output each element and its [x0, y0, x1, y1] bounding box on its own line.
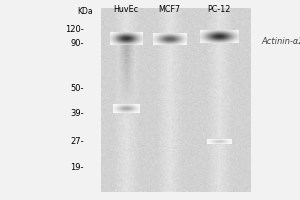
Text: 19-: 19- [70, 162, 84, 171]
Text: HuvEc: HuvEc [113, 5, 139, 14]
Text: Actinin-α2/3: Actinin-α2/3 [261, 36, 300, 46]
Text: KDa: KDa [77, 7, 93, 16]
Text: 120-: 120- [65, 24, 84, 33]
Text: PC-12: PC-12 [207, 5, 231, 14]
Text: 27-: 27- [70, 136, 84, 146]
Text: 90-: 90- [70, 40, 84, 48]
Text: MCF7: MCF7 [158, 5, 181, 14]
Text: 39-: 39- [70, 108, 84, 117]
Text: 50-: 50- [70, 84, 84, 93]
